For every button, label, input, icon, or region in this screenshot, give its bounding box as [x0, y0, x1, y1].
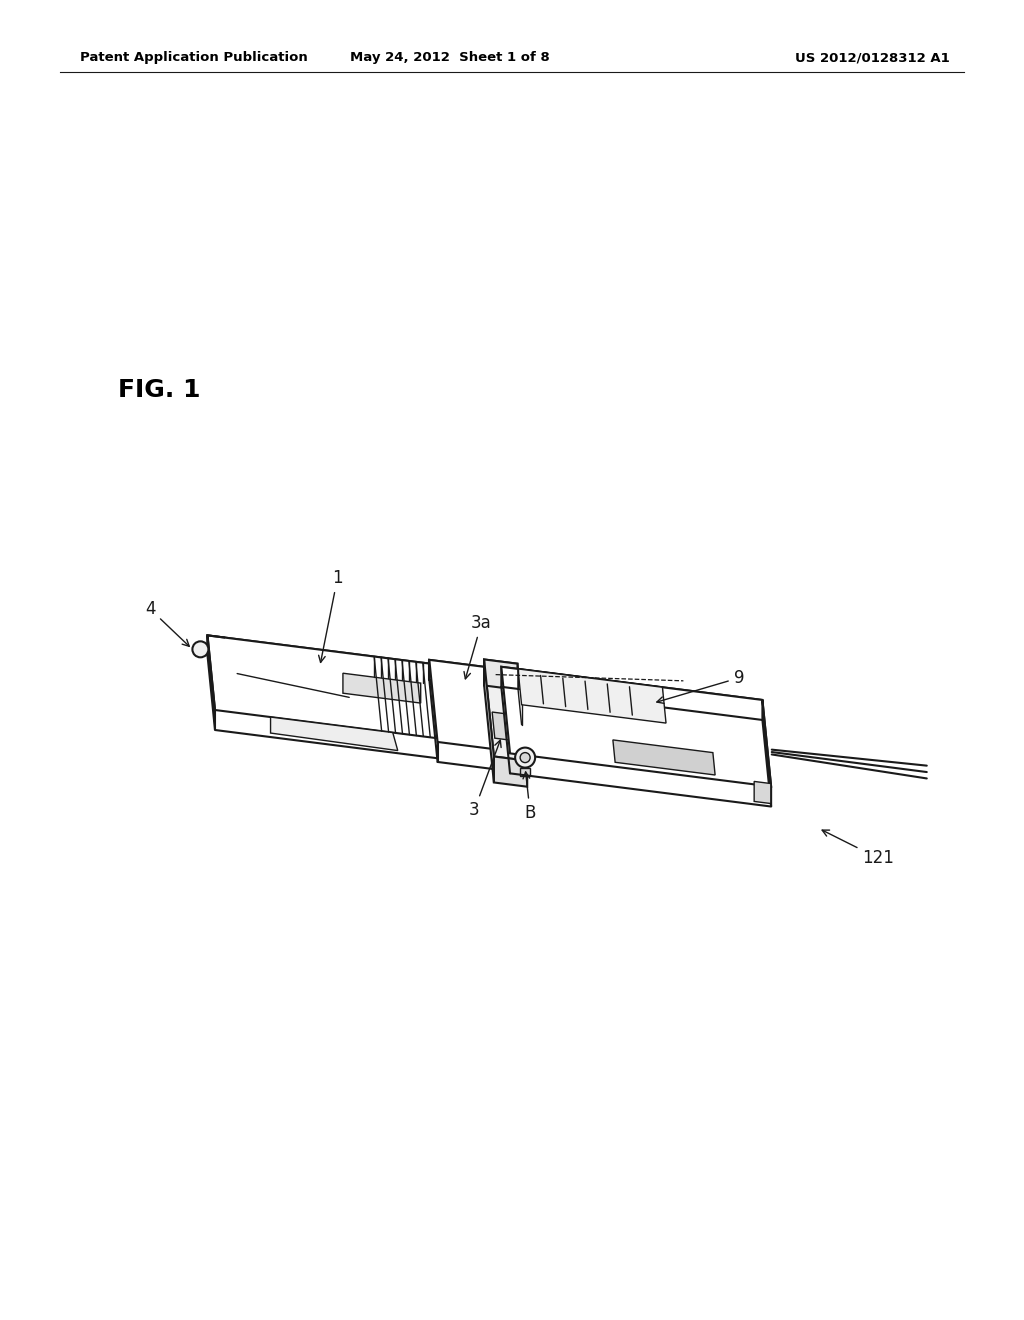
Polygon shape: [208, 635, 430, 684]
Polygon shape: [763, 700, 771, 807]
Text: 1: 1: [318, 569, 343, 663]
Polygon shape: [494, 756, 527, 787]
Polygon shape: [484, 660, 527, 760]
Text: US 2012/0128312 A1: US 2012/0128312 A1: [796, 51, 950, 65]
Circle shape: [520, 752, 530, 763]
Polygon shape: [520, 768, 530, 776]
Polygon shape: [429, 660, 496, 688]
Polygon shape: [484, 660, 517, 689]
Polygon shape: [429, 660, 504, 751]
Polygon shape: [754, 781, 771, 804]
Polygon shape: [208, 635, 437, 738]
Polygon shape: [208, 635, 215, 730]
Text: 3: 3: [469, 741, 501, 820]
Polygon shape: [502, 667, 763, 719]
Text: 3a: 3a: [464, 614, 492, 678]
Text: Patent Application Publication: Patent Application Publication: [80, 51, 308, 65]
Text: May 24, 2012  Sheet 1 of 8: May 24, 2012 Sheet 1 of 8: [350, 51, 550, 65]
Polygon shape: [270, 717, 397, 751]
Text: B: B: [523, 772, 536, 821]
Polygon shape: [518, 669, 666, 723]
Text: 9: 9: [656, 669, 744, 704]
Circle shape: [515, 747, 536, 768]
Polygon shape: [518, 669, 663, 708]
Text: FIG. 1: FIG. 1: [118, 378, 201, 403]
Polygon shape: [484, 660, 494, 783]
Polygon shape: [493, 711, 520, 742]
Text: 4: 4: [145, 601, 189, 647]
Circle shape: [193, 642, 209, 657]
Text: 121: 121: [822, 830, 894, 867]
Polygon shape: [613, 741, 715, 775]
Polygon shape: [343, 673, 421, 704]
Polygon shape: [502, 667, 771, 787]
